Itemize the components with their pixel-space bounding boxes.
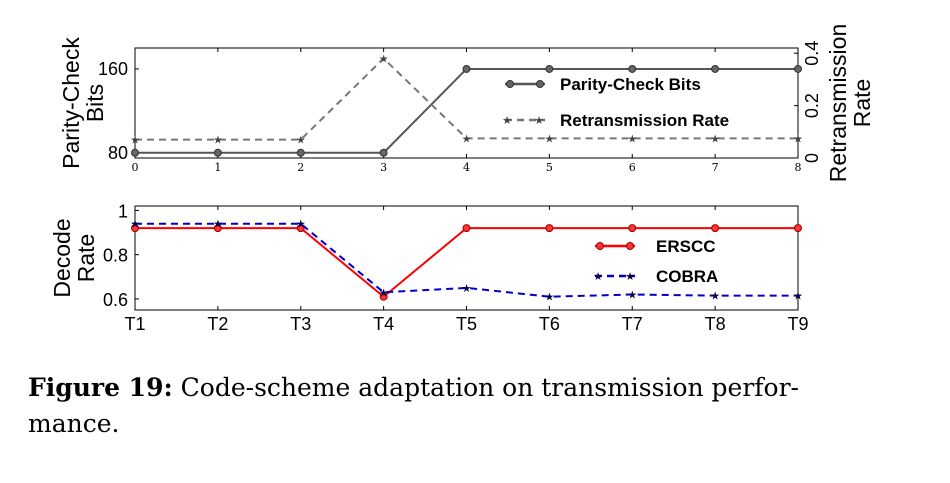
series-point-0 (794, 224, 802, 233)
legend-marker-parity-2 (536, 80, 544, 88)
series-point-0 (711, 224, 720, 233)
series-point-1: ★ (213, 135, 223, 147)
y2-tick-label: 0.4 (802, 41, 822, 66)
series-point-1: ★ (710, 291, 720, 303)
chart-decode-rate: T1 T2 T3 T4 T5 T6 T7 T8 T9 0.6 0.8 1 ★ ★ ★ ★ ★ ★ ★ ★ ★ Dec… (49, 201, 809, 334)
bottom-ylabel-line1: Decode (49, 218, 75, 297)
y-tick-label: 0.8 (103, 246, 128, 266)
series-point-1: ★ (296, 219, 306, 231)
series-point-0 (213, 224, 222, 233)
series-point-1: ★ (793, 133, 803, 145)
series-point-1: ★ (296, 135, 306, 147)
series-point-1: ★ (379, 287, 389, 299)
series-line-1 (135, 222, 798, 298)
bottom-y-ticks: 0.6 0.8 1 (103, 201, 139, 310)
series-point-0 (628, 64, 637, 73)
legend-label-erscc: ERSCC (656, 237, 716, 256)
x-tick-label: 8 (795, 161, 802, 174)
series-point-1: ★ (627, 290, 637, 302)
x-tick-label: T6 (539, 314, 560, 334)
caption-text: Code-scheme adaptation on transmission p… (28, 373, 800, 438)
x-tick-label: T7 (622, 314, 643, 334)
x-tick-label: T5 (456, 314, 477, 334)
legend-marker-parity (506, 80, 514, 88)
series-point-1: ★ (544, 292, 554, 304)
top-y2label-line1: Retransmission (825, 24, 851, 183)
x-tick-label: T3 (290, 314, 311, 334)
y2-tick-label: 0.2 (802, 93, 822, 118)
series-point-0 (379, 148, 388, 157)
series-point-1: ★ (130, 219, 140, 231)
series-point-1: ★ (462, 133, 472, 145)
series-point-1: ★ (379, 53, 389, 65)
series-point-1: ★ (793, 291, 803, 303)
x-tick-label: 3 (380, 161, 387, 174)
legend-marker-retrans: ★ (502, 115, 512, 127)
legend-marker-erscc (596, 242, 604, 250)
x-tick-label: 6 (629, 161, 636, 174)
series-point-0 (296, 148, 305, 157)
top-ylabel-line1: Parity-Check (58, 37, 84, 169)
series-point-0 (711, 64, 720, 73)
series-point-1: ★ (627, 133, 637, 145)
bottom-x-ticks: T1 T2 T3 T4 T5 T6 T7 T8 T9 (124, 206, 809, 334)
top-ylabel-line2: Bits (82, 84, 108, 122)
series-point-1: ★ (462, 283, 472, 295)
bottom-series: ★ ★ ★ ★ ★ ★ ★ ★ ★ (130, 219, 803, 304)
series-point-0 (462, 64, 471, 73)
bottom-legend: ERSCC ★ ★ COBRA (593, 237, 718, 286)
y-tick-label: 160 (98, 59, 128, 79)
x-tick-label: T4 (373, 314, 394, 334)
series-point-0 (545, 64, 554, 73)
series-point-0 (213, 148, 222, 157)
legend-label-retrans: Retransmission Rate (560, 111, 729, 130)
caption-label: Figure 19: (28, 373, 173, 402)
x-tick-label: T2 (207, 314, 228, 334)
series-point-0 (628, 224, 637, 233)
legend-label-parity: Parity-Check Bits (560, 75, 701, 94)
series-point-1: ★ (544, 133, 554, 145)
series-point-0 (462, 224, 471, 233)
x-tick-label: T8 (705, 314, 726, 334)
x-tick-label: 1 (214, 161, 221, 174)
legend-marker-cobra-2: ★ (625, 271, 635, 283)
figure-caption: Figure 19: Code-scheme adaptation on tra… (28, 370, 928, 442)
top-x-ticks: 0 1 2 3 4 5 6 7 8 (132, 48, 802, 174)
x-tick-label: 5 (546, 161, 553, 174)
series-point-1: ★ (710, 133, 720, 145)
series-point-0 (545, 224, 554, 233)
top-y2label-line2: Rate (849, 79, 875, 128)
series-point-0 (794, 64, 802, 73)
y-tick-label: 0.6 (103, 290, 128, 310)
legend-marker-retrans-2: ★ (534, 115, 544, 127)
x-tick-label: T1 (124, 314, 145, 334)
top-right-y-ticks: 0 0.2 0.4 (794, 41, 822, 163)
top-legend: Parity-Check Bits ★ ★ Retransmission Rat… (502, 75, 729, 130)
x-tick-label: T9 (787, 314, 808, 334)
x-tick-label: 7 (712, 161, 719, 174)
x-tick-label: 4 (463, 161, 470, 174)
x-tick-label: 2 (297, 161, 304, 174)
series-line-1 (135, 57, 798, 141)
series-point-1: ★ (130, 135, 140, 147)
series-point-0 (379, 292, 388, 301)
series-point-1: ★ (213, 219, 223, 231)
y-tick-label: 1 (118, 201, 128, 221)
legend-marker-erscc-2 (626, 242, 634, 250)
bottom-ylabel-line2: Rate (73, 234, 99, 283)
series-point-0 (131, 148, 139, 157)
x-tick-label: 0 (132, 161, 139, 174)
y-tick-label: 80 (108, 143, 128, 163)
legend-marker-cobra: ★ (593, 271, 603, 283)
top-series: ★ ★ ★★★ ★ ★ ★ ★ (130, 53, 803, 157)
y2-tick-label: 0 (802, 153, 822, 163)
legend-label-cobra: COBRA (656, 267, 718, 286)
